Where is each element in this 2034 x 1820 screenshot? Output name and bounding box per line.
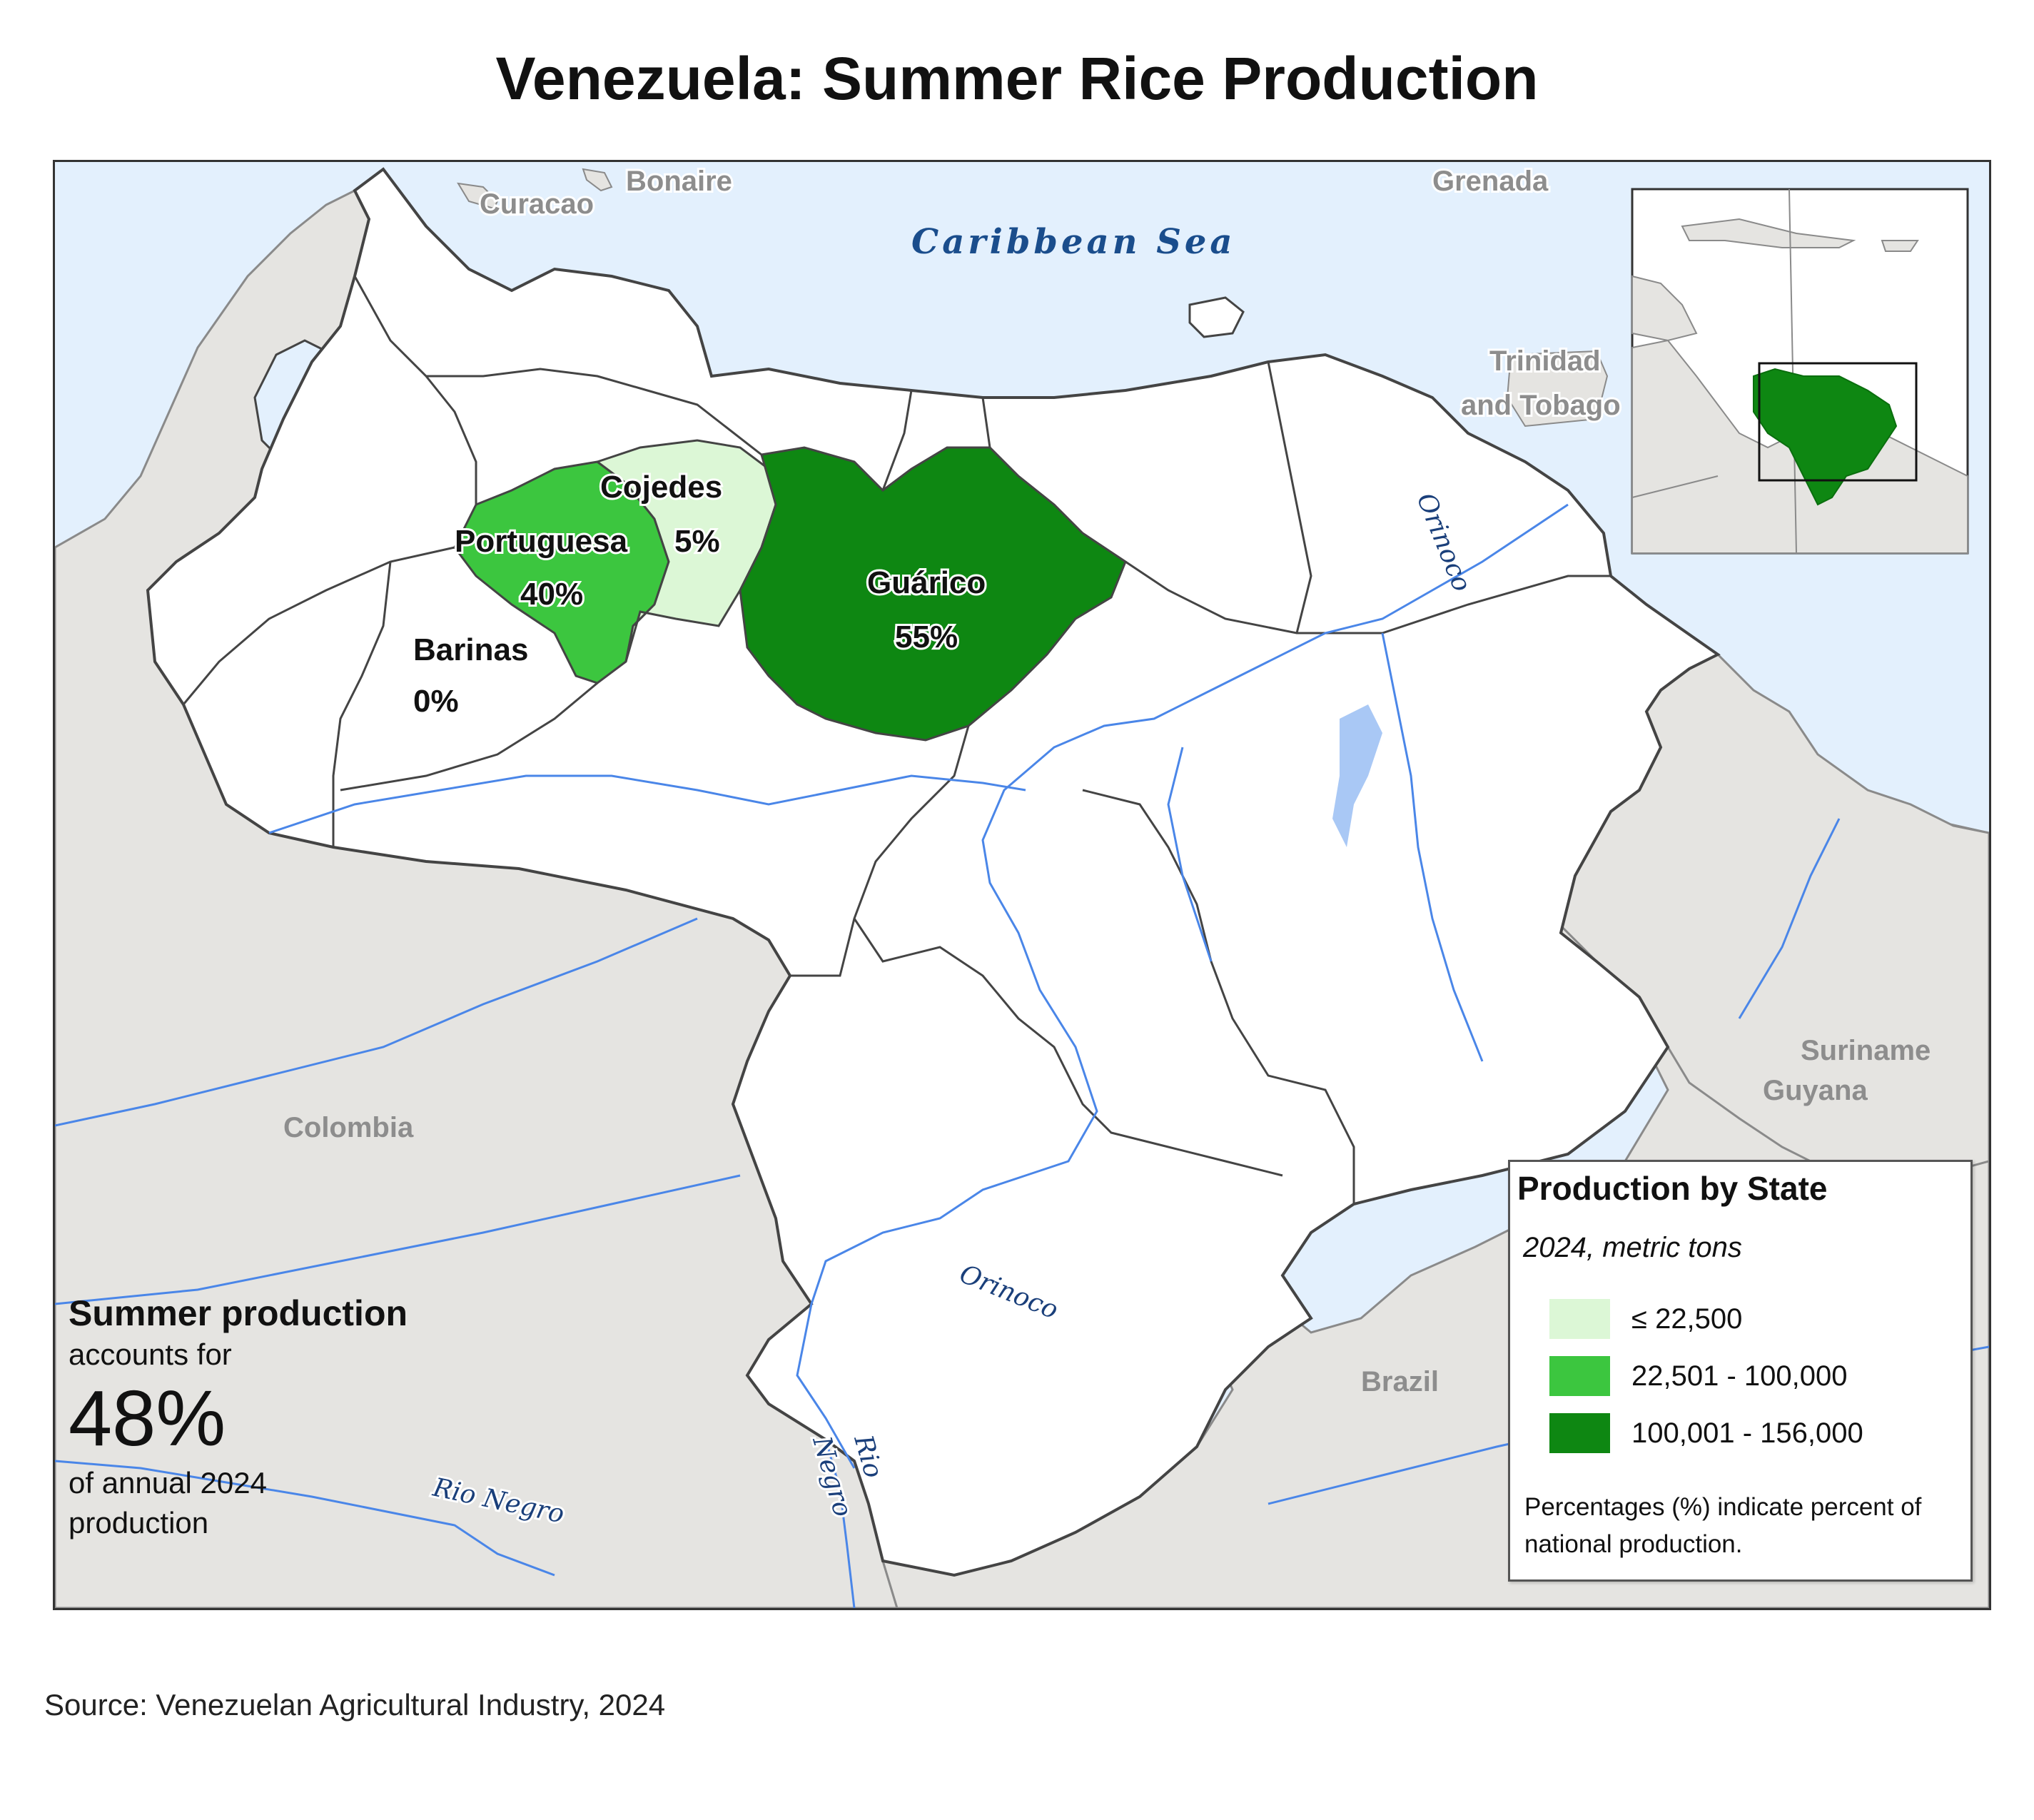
guri-reservoir xyxy=(1332,704,1382,847)
bonaire-label: Bonaire xyxy=(626,166,732,197)
guarico-name: Guárico xyxy=(867,565,986,600)
suriname-label: Suriname xyxy=(1801,1035,1931,1066)
bonaire-island xyxy=(582,168,613,192)
rio-negro-south xyxy=(824,1439,856,1608)
brazil-label: Brazil xyxy=(1361,1366,1439,1397)
cojedes-percent: 5% xyxy=(674,524,720,559)
sea-label: Caribbean Sea xyxy=(911,222,1236,262)
state-borders xyxy=(182,275,1611,1204)
legend-title: Production by State xyxy=(1517,1170,1828,1207)
caroni-river xyxy=(1381,632,1484,1062)
trinidad-label: Trinidad xyxy=(1489,345,1601,377)
summary-line-1: accounts for xyxy=(69,1338,232,1371)
legend-label: 22,501 - 100,000 xyxy=(1631,1360,1848,1392)
tobago-label: and Tobago xyxy=(1461,390,1621,421)
caura-river xyxy=(1167,747,1213,962)
map-canvas: Caribbean Sea Curacao Bonaire Grenada Tr… xyxy=(55,163,1989,1608)
margarita-island xyxy=(1188,296,1245,338)
portuguesa-name: Portuguesa xyxy=(455,524,628,559)
map-frame: Caribbean Sea Curacao Bonaire Grenada Tr… xyxy=(53,160,1991,1610)
legend-swatch xyxy=(1549,1299,1610,1339)
guyana-river xyxy=(1738,818,1841,1019)
cojedes-state xyxy=(594,439,777,662)
grenada-label: Grenada xyxy=(1432,166,1549,197)
legend-label: 100,001 - 156,000 xyxy=(1631,1417,1863,1449)
summary-line-2: of annual 2024 xyxy=(69,1466,267,1500)
summary-heading: Summer production xyxy=(69,1293,408,1333)
barinas-name: Barinas xyxy=(413,632,528,667)
guarico-percent: 55% xyxy=(895,620,958,654)
legend-label: ≤ 22,500 xyxy=(1631,1303,1743,1335)
colombia-river-1 xyxy=(55,917,698,1127)
trinidad-island xyxy=(1506,350,1609,428)
guyana-label: Guyana xyxy=(1763,1075,1868,1106)
map-title: Venezuela: Summer Rice Production xyxy=(495,45,1539,112)
legend: Production by State 2024, metric tons ≤ … xyxy=(1508,1160,1973,1582)
apure-river xyxy=(268,774,1026,834)
curacao-island xyxy=(457,182,499,210)
legend-note: Percentages (%) indicate percent of nati… xyxy=(1524,1493,1922,1558)
portuguesa-percent: 40% xyxy=(520,577,583,612)
inset-locator-map xyxy=(1631,188,1969,555)
rio-negro-west xyxy=(55,1460,555,1577)
summary-line-3: production xyxy=(69,1506,209,1540)
legend-item: ≤ 22,500 xyxy=(1549,1299,1949,1342)
legend-swatch xyxy=(1549,1356,1610,1396)
summary-callout: Summer production accounts for 48% of an… xyxy=(69,1292,568,1543)
barinas-percent: 0% xyxy=(413,684,459,719)
legend-item: 100,001 - 156,000 xyxy=(1549,1413,1949,1456)
colombia-river-2 xyxy=(55,1174,741,1305)
source-note: Source: Venezuelan Agricultural Industry… xyxy=(44,1688,666,1722)
legend-item: 22,501 - 100,000 xyxy=(1549,1356,1949,1399)
legend-swatch xyxy=(1549,1413,1610,1453)
curacao-label: Curacao xyxy=(480,188,594,220)
guarico-state xyxy=(739,446,1127,742)
summary-big-value: 48% xyxy=(69,1375,226,1462)
legend-subtitle: 2024, metric tons xyxy=(1523,1232,1742,1263)
orinoco-river xyxy=(796,503,1569,1469)
colombia-label: Colombia xyxy=(283,1112,414,1143)
cojedes-name: Cojedes xyxy=(600,470,722,505)
